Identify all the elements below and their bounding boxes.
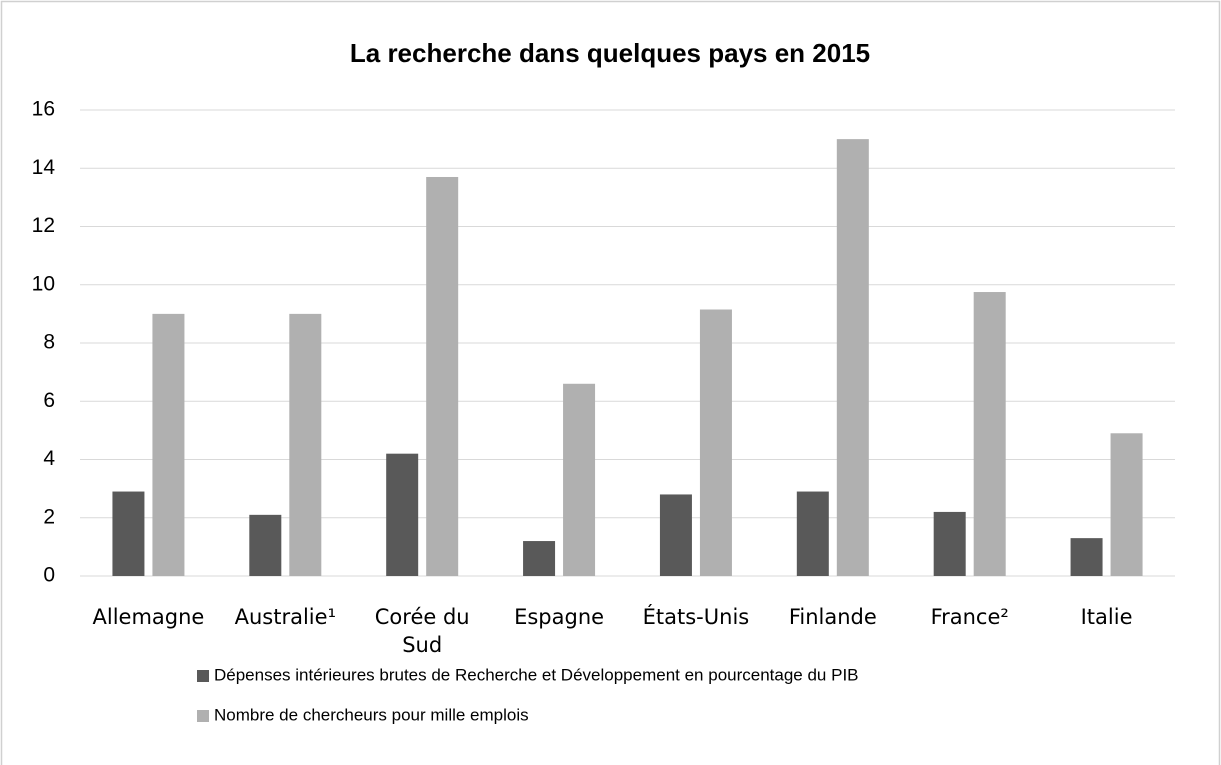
bar bbox=[699, 309, 732, 576]
y-tick-label: 6 bbox=[43, 389, 55, 412]
bar bbox=[973, 292, 1006, 576]
bar bbox=[933, 511, 966, 576]
legend-label: Dépenses intérieures brutes de Recherche… bbox=[214, 665, 859, 684]
x-tick-label: Finlande bbox=[788, 605, 877, 629]
bar bbox=[523, 541, 556, 576]
legend-swatch bbox=[197, 670, 209, 682]
x-tick-label: Australie¹ bbox=[234, 605, 336, 629]
bar bbox=[112, 491, 145, 576]
x-tick-label: États-Unis bbox=[642, 605, 750, 629]
bar bbox=[1110, 433, 1143, 576]
x-tick-label: France² bbox=[930, 605, 1009, 629]
bar bbox=[289, 313, 322, 576]
y-tick-label: 14 bbox=[32, 156, 56, 179]
bar bbox=[249, 514, 282, 576]
x-tick-label: Espagne bbox=[514, 605, 605, 629]
bar bbox=[386, 453, 419, 576]
y-tick-label: 4 bbox=[43, 447, 55, 470]
y-tick-label: 8 bbox=[43, 331, 55, 354]
y-tick-label: 10 bbox=[32, 272, 55, 295]
y-tick-label: 0 bbox=[43, 564, 55, 587]
y-tick-label: 12 bbox=[32, 214, 55, 237]
legend-label: Nombre de chercheurs pour mille emplois bbox=[214, 705, 529, 724]
chart-title: La recherche dans quelques pays en 2015 bbox=[350, 38, 870, 68]
y-tick-label: 2 bbox=[43, 505, 55, 528]
bar bbox=[1070, 538, 1103, 576]
legend-swatch bbox=[197, 710, 209, 722]
x-tick-label: Corée du Sud bbox=[374, 605, 470, 657]
y-tick-label: 16 bbox=[32, 98, 55, 121]
bar bbox=[659, 494, 692, 576]
x-tick-label: Italie bbox=[1080, 605, 1133, 629]
bar bbox=[426, 176, 459, 577]
bar bbox=[836, 139, 869, 576]
bar bbox=[152, 313, 185, 576]
bar bbox=[563, 383, 596, 576]
x-tick-label: Allemagne bbox=[92, 605, 205, 629]
bar bbox=[796, 491, 829, 576]
